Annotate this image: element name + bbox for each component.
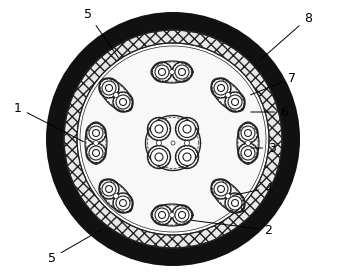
Circle shape: [170, 70, 174, 75]
Circle shape: [170, 212, 174, 217]
Circle shape: [155, 65, 169, 79]
Circle shape: [92, 150, 100, 157]
Circle shape: [179, 120, 195, 138]
Circle shape: [158, 212, 165, 219]
Circle shape: [102, 81, 116, 95]
Circle shape: [184, 140, 190, 145]
Circle shape: [214, 81, 228, 95]
Circle shape: [226, 93, 230, 98]
Circle shape: [241, 146, 255, 160]
Circle shape: [228, 196, 242, 210]
Circle shape: [151, 148, 167, 165]
Circle shape: [155, 125, 163, 133]
Circle shape: [226, 193, 230, 198]
Circle shape: [89, 126, 103, 140]
Circle shape: [183, 125, 191, 133]
Circle shape: [179, 148, 195, 165]
Text: 5: 5: [48, 229, 102, 264]
Circle shape: [46, 12, 300, 266]
Circle shape: [158, 68, 165, 76]
Circle shape: [171, 141, 175, 145]
Circle shape: [77, 43, 269, 235]
Circle shape: [89, 146, 103, 160]
Text: 3: 3: [251, 142, 276, 155]
Circle shape: [245, 130, 252, 136]
Circle shape: [175, 65, 189, 79]
Circle shape: [156, 140, 162, 145]
Circle shape: [179, 68, 185, 76]
Circle shape: [64, 30, 282, 248]
Text: 8: 8: [260, 11, 312, 60]
Circle shape: [151, 120, 167, 138]
Text: 4: 4: [233, 182, 272, 195]
Circle shape: [113, 93, 118, 98]
Circle shape: [231, 98, 238, 105]
Circle shape: [116, 196, 130, 210]
Circle shape: [175, 208, 189, 222]
Text: 5: 5: [84, 8, 118, 58]
Circle shape: [119, 98, 127, 105]
Circle shape: [179, 212, 185, 219]
Text: 1: 1: [14, 101, 83, 142]
Circle shape: [93, 140, 99, 145]
Circle shape: [183, 153, 191, 161]
Circle shape: [80, 46, 266, 232]
Circle shape: [119, 200, 127, 207]
Circle shape: [246, 140, 251, 145]
Circle shape: [155, 153, 163, 161]
Text: 7: 7: [251, 71, 296, 95]
Circle shape: [116, 95, 130, 109]
Text: 6: 6: [251, 105, 288, 118]
Circle shape: [155, 208, 169, 222]
Circle shape: [241, 126, 255, 140]
Circle shape: [231, 200, 238, 207]
Circle shape: [106, 85, 112, 91]
Circle shape: [113, 193, 118, 198]
Circle shape: [218, 185, 225, 192]
Circle shape: [218, 85, 225, 91]
Circle shape: [245, 150, 252, 157]
Circle shape: [106, 185, 112, 192]
Circle shape: [102, 182, 116, 196]
Text: 2: 2: [192, 220, 272, 237]
Circle shape: [92, 130, 100, 136]
Circle shape: [228, 95, 242, 109]
Circle shape: [64, 30, 282, 248]
Circle shape: [214, 182, 228, 196]
